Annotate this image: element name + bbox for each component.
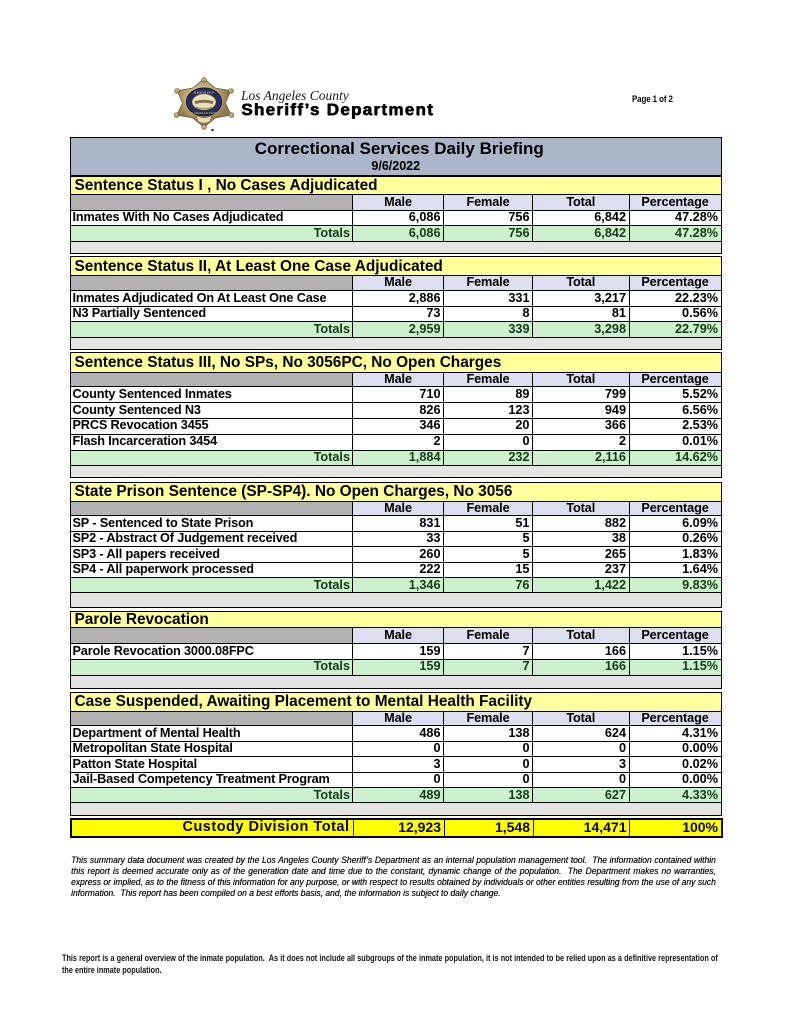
svg-text:SHERIFF: SHERIFF [194, 90, 215, 95]
svg-text:LOS ANGELES COUNTY: LOS ANGELES COUNTY [187, 110, 221, 114]
